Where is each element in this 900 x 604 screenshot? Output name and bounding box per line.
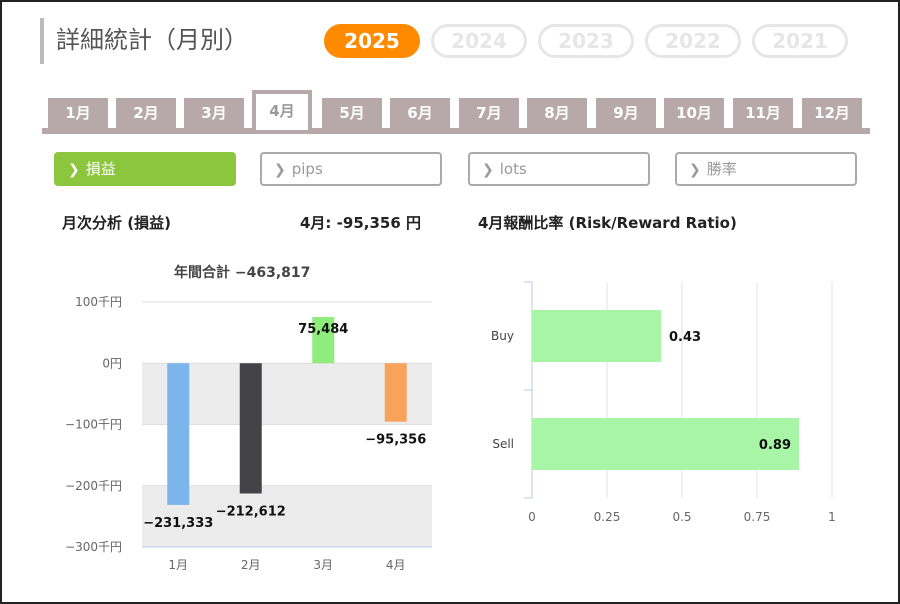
year-button-2022[interactable]: 2022 — [645, 24, 741, 58]
chevron-right-icon: ❯ — [274, 162, 286, 178]
bar — [239, 363, 262, 494]
data-label: −212,612 — [216, 504, 286, 519]
month-tab-12[interactable]: 12月 — [802, 98, 862, 128]
y-tick-label: −100千円 — [65, 418, 122, 432]
bar — [312, 317, 335, 364]
year-selector: 2025 2024 2023 2022 2021 — [324, 24, 848, 58]
year-button-2024[interactable]: 2024 — [431, 24, 527, 58]
month-tab-5[interactable]: 5月 — [322, 98, 382, 128]
x-tick-label: 0.75 — [744, 510, 771, 524]
month-tab-3[interactable]: 3月 — [184, 98, 244, 128]
chevron-right-icon: ❯ — [689, 162, 701, 178]
y-tick-label: Buy — [491, 329, 514, 343]
month-tab-1[interactable]: 1月 — [48, 98, 108, 128]
chevron-right-icon: ❯ — [482, 162, 494, 178]
bar — [532, 418, 799, 470]
y-tick-label: Sell — [492, 437, 514, 451]
y-tick-label: −300千円 — [65, 540, 122, 554]
x-tick-label: 4月 — [386, 558, 406, 572]
month-tab-6[interactable]: 6月 — [390, 98, 450, 128]
chevron-right-icon: ❯ — [68, 162, 80, 178]
x-tick-label: 0.25 — [594, 510, 621, 524]
risk-reward-chart: 0 0.25 0.5 0.75 1 Buy 0.43 Sell 0.89 — [491, 281, 836, 524]
month-tab-8[interactable]: 8月 — [527, 98, 587, 128]
y-tick-label: 0円 — [102, 356, 122, 370]
bar — [167, 363, 190, 505]
x-tick-label: 0 — [528, 510, 536, 524]
year-button-2025[interactable]: 2025 — [324, 24, 420, 58]
data-label: 75,484 — [298, 322, 348, 337]
month-tab-9[interactable]: 9月 — [596, 98, 656, 128]
year-button-2021[interactable]: 2021 — [752, 24, 848, 58]
ratio-heading: 4月報酬比率 (Risk/Reward Ratio) — [478, 214, 737, 232]
x-tick-label: 2月 — [241, 558, 261, 572]
page-title: 詳細統計（月別） — [40, 18, 248, 64]
month-tab-7[interactable]: 7月 — [459, 98, 519, 128]
annual-total: 年間合計 −463,817 — [174, 265, 311, 281]
bar — [384, 363, 407, 422]
metric-tab-pips[interactable]: ❯ pips — [260, 152, 442, 186]
month-summary: 4月: -95,356 円 — [300, 214, 421, 232]
y-tick-label: 100千円 — [75, 295, 122, 309]
metric-tab-profit[interactable]: ❯ 損益 — [54, 152, 236, 186]
month-tab-2[interactable]: 2月 — [116, 98, 176, 128]
x-tick-label: 1月 — [168, 558, 188, 572]
x-tick-label: 0.5 — [672, 510, 691, 524]
data-label: 0.43 — [669, 330, 701, 345]
plot-band — [142, 363, 432, 425]
y-tick-label: −200千円 — [65, 479, 122, 493]
month-tab-10[interactable]: 10月 — [664, 98, 724, 128]
year-button-2023[interactable]: 2023 — [538, 24, 634, 58]
x-tick-label: 1 — [828, 510, 836, 524]
x-tick-label: 3月 — [313, 558, 333, 572]
month-tab-11[interactable]: 11月 — [733, 98, 793, 128]
month-tabs: 1月 2月 3月 4月 5月 6月 7月 8月 9月 10月 11月 12月 — [42, 90, 870, 134]
plot-band — [142, 485, 432, 547]
bar — [532, 310, 661, 362]
monthly-analysis-heading: 月次分析 (損益) — [62, 214, 171, 232]
monthly-profit-chart: 100千円 0円 −100千円 −200千円 −300千円 −231,333 1月 −212,… — [65, 295, 432, 572]
data-label: 0.89 — [759, 438, 791, 453]
data-label: −95,356 — [365, 433, 426, 448]
month-tab-4[interactable]: 4月 — [252, 90, 312, 130]
metric-tab-lots[interactable]: ❯ lots — [468, 152, 650, 186]
metric-tab-winrate[interactable]: ❯ 勝率 — [675, 152, 857, 186]
data-label: −231,333 — [143, 516, 213, 531]
